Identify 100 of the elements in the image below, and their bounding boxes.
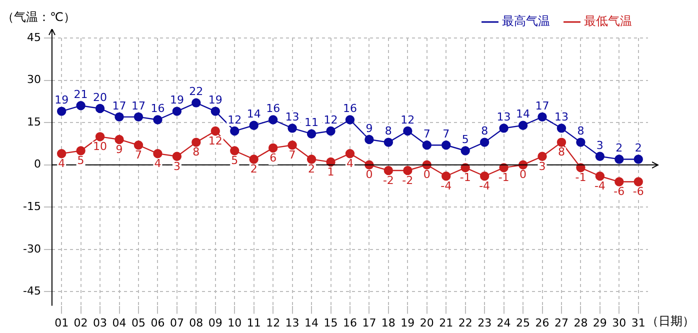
data-label: 7 xyxy=(134,148,142,162)
point xyxy=(56,106,66,116)
data-label: 12 xyxy=(400,113,415,126)
y-tick-label: -30 xyxy=(23,242,41,256)
data-label: 0 xyxy=(423,168,430,182)
data-label: 8 xyxy=(481,124,488,138)
x-tick-label: 30 xyxy=(612,316,626,330)
data-label: 7 xyxy=(423,127,430,140)
data-label: 19 xyxy=(170,94,184,107)
data-label: 2 xyxy=(616,142,623,155)
data-label: -1 xyxy=(460,171,471,184)
point xyxy=(210,106,220,116)
x-tick-label: 28 xyxy=(574,316,588,330)
data-label: 17 xyxy=(535,99,550,112)
data-label: 13 xyxy=(554,110,568,124)
x-axis-title: （日期） xyxy=(646,314,694,328)
x-tick-label: 24 xyxy=(496,316,511,330)
x-tick-label: 21 xyxy=(439,316,454,330)
data-label: -4 xyxy=(594,179,606,192)
point xyxy=(556,124,566,133)
point xyxy=(95,132,105,142)
point xyxy=(306,129,316,138)
data-label: 0 xyxy=(366,168,373,182)
x-tick-label: 15 xyxy=(324,316,338,330)
point xyxy=(345,148,355,158)
point xyxy=(306,154,316,164)
point xyxy=(230,126,240,136)
point xyxy=(114,134,124,144)
data-label: 4 xyxy=(346,156,354,170)
point xyxy=(230,146,240,156)
data-label: 11 xyxy=(304,116,319,130)
point xyxy=(153,148,162,158)
point xyxy=(538,152,547,161)
data-label: 3 xyxy=(173,160,180,173)
data-label: 5 xyxy=(462,133,469,146)
x-tick-label: 17 xyxy=(362,316,376,330)
x-tick-label: 26 xyxy=(535,316,550,330)
point xyxy=(345,115,355,124)
point xyxy=(384,138,394,147)
data-label: 10 xyxy=(93,140,108,154)
data-label: 8 xyxy=(558,146,565,159)
legend-label: 最高气温 xyxy=(502,14,550,28)
x-tick-label: 07 xyxy=(170,316,184,330)
point xyxy=(499,124,508,133)
data-label: -1 xyxy=(498,171,510,184)
data-label: 12 xyxy=(324,113,338,126)
x-tick-label: 03 xyxy=(93,316,108,330)
point xyxy=(268,115,278,124)
data-label: 8 xyxy=(192,146,200,159)
x-tick-label: 11 xyxy=(246,316,261,330)
point xyxy=(326,126,336,136)
x-tick-label: 01 xyxy=(54,316,69,330)
data-label: -1 xyxy=(575,171,586,184)
point xyxy=(538,112,547,122)
data-label: 16 xyxy=(150,102,165,116)
point xyxy=(268,143,278,153)
data-label: 2 xyxy=(250,162,258,176)
data-label: 5 xyxy=(231,154,238,168)
x-tick-label: 06 xyxy=(150,316,165,330)
x-tick-label: 20 xyxy=(420,316,434,330)
point xyxy=(460,146,470,156)
data-label: 19 xyxy=(208,94,222,107)
y-tick-label: 0 xyxy=(34,158,41,171)
data-label: 17 xyxy=(131,99,146,112)
x-tick-label: 08 xyxy=(189,316,204,330)
x-tick-label: 29 xyxy=(592,316,607,330)
data-label: 8 xyxy=(384,124,392,138)
data-label: 2 xyxy=(308,162,316,176)
point xyxy=(442,140,451,150)
data-label: 7 xyxy=(442,127,450,140)
data-label: 3 xyxy=(596,138,604,152)
point xyxy=(249,120,258,130)
data-label: 22 xyxy=(189,85,204,98)
point xyxy=(480,172,490,181)
y-axis-title: （气温：℃） xyxy=(2,10,76,24)
data-label: 7 xyxy=(288,148,296,162)
point xyxy=(192,98,201,108)
point xyxy=(518,120,528,130)
point xyxy=(384,166,394,176)
data-label: 4 xyxy=(154,156,162,170)
point xyxy=(114,112,124,122)
point xyxy=(634,177,643,186)
data-label: 16 xyxy=(342,102,357,116)
x-tick-label: 16 xyxy=(342,316,357,330)
point xyxy=(556,138,566,147)
x-tick-label: 14 xyxy=(304,316,319,330)
point xyxy=(288,124,297,133)
x-tick-label: 18 xyxy=(381,316,396,330)
point xyxy=(134,140,144,150)
x-tick-label: 31 xyxy=(631,316,646,330)
point xyxy=(480,138,490,147)
point xyxy=(172,152,182,161)
x-tick-label: 12 xyxy=(266,316,280,330)
data-label: 9 xyxy=(366,122,373,135)
point xyxy=(364,134,374,144)
point xyxy=(614,177,624,186)
data-label: -4 xyxy=(479,179,490,192)
point xyxy=(595,172,605,181)
point xyxy=(576,138,586,147)
data-label: 12 xyxy=(208,134,222,148)
